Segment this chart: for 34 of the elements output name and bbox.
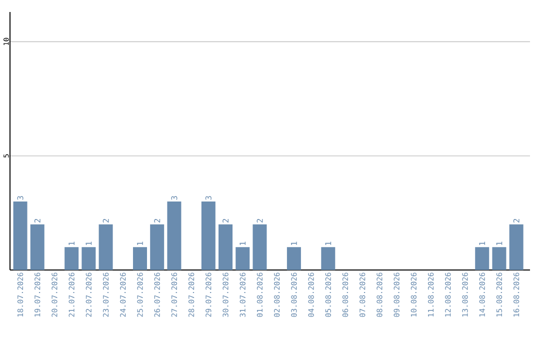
bar [218,224,233,270]
bar [321,247,336,270]
data-label: 1 [137,242,143,246]
bar [133,247,148,270]
bar [98,224,113,270]
bar [236,247,250,270]
bar [509,224,524,270]
data-label: 3 [171,196,178,200]
bar [252,224,267,270]
data-label: 1 [68,242,74,246]
bar [167,202,182,270]
data-label: 3 [205,196,212,200]
bar [201,202,216,270]
data-label: 2 [513,218,520,223]
data-label: 1 [496,242,502,246]
bar [13,202,28,270]
data-label: 1 [325,242,332,246]
data-label: 2 [256,218,263,223]
data-label: 3 [17,196,24,200]
bar [64,247,79,270]
data-label: 2 [102,218,109,223]
bar [30,224,44,270]
bar [492,247,506,270]
bar [82,247,96,270]
data-label: 2 [34,218,40,223]
data-label: 1 [240,242,246,246]
data-label: 2 [154,218,160,223]
bar [150,224,164,270]
data-label: 1 [86,242,92,246]
bar [475,247,490,270]
bar [286,247,301,270]
data-label: 2 [222,218,228,223]
data-label: 1 [479,242,486,246]
data-label: 1 [291,242,297,246]
